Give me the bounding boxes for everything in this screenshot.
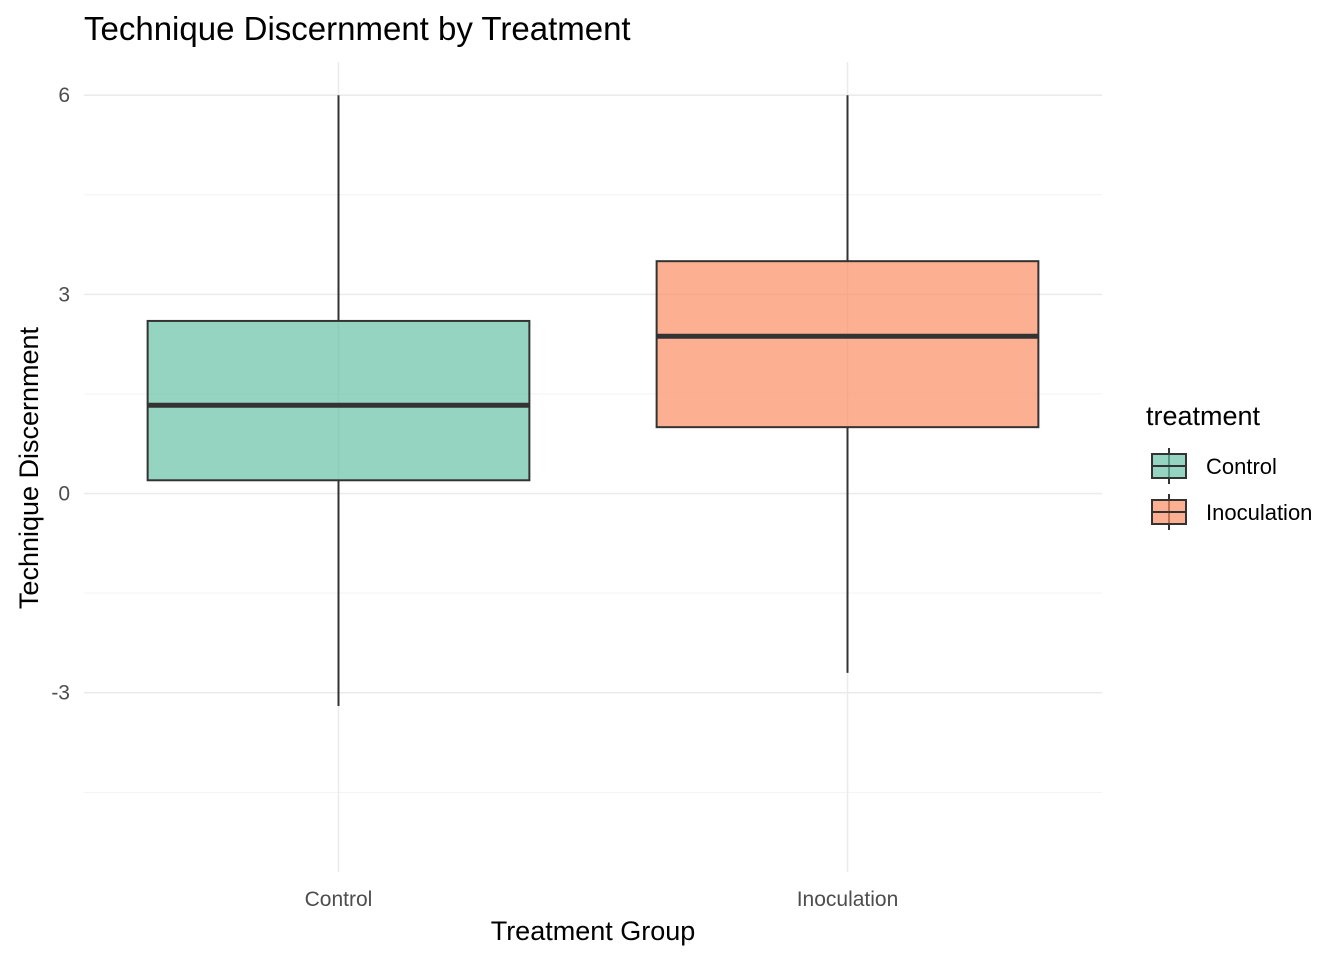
- y-tick-label: 3: [58, 283, 70, 306]
- legend-key-control: [1151, 448, 1187, 484]
- y-tick-label: 0: [58, 483, 70, 506]
- box-control: [146, 95, 531, 707]
- x-tick-labels: Control Inoculation: [305, 888, 899, 911]
- x-tick-label: Control: [305, 888, 373, 911]
- legend: treatment Control Inoculation: [1146, 401, 1312, 530]
- legend-label: Inoculation: [1206, 500, 1312, 525]
- y-tick-label: 6: [58, 84, 70, 107]
- legend-key-inoculation: [1151, 494, 1187, 530]
- y-tick-labels: -3 0 3 6: [51, 84, 70, 705]
- x-axis-title: Treatment Group: [491, 916, 696, 946]
- box-inoculation: [655, 95, 1040, 673]
- y-tick-label: -3: [51, 682, 70, 705]
- boxes: [146, 95, 1040, 707]
- y-axis-title: Technique Discernment: [14, 326, 44, 609]
- iqr-box: [655, 260, 1040, 429]
- x-tick-label: Inoculation: [797, 888, 899, 911]
- legend-label: Control: [1206, 454, 1277, 479]
- iqr-box: [146, 319, 531, 482]
- chart-title: Technique Discernment by Treatment: [84, 10, 631, 47]
- legend-title: treatment: [1146, 401, 1261, 431]
